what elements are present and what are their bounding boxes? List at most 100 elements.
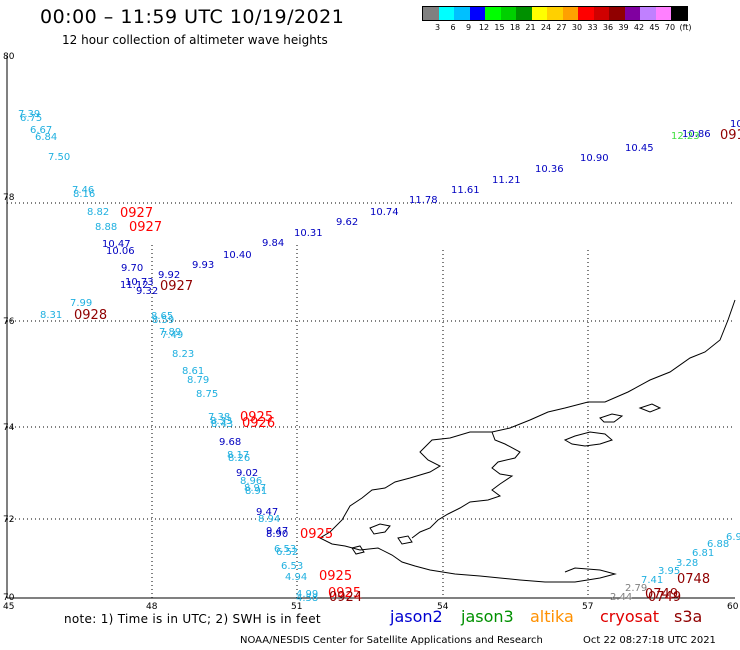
swh-label: 8.33 [210,416,232,427]
swh-label: 9.92 [158,270,180,281]
swh-label: 6.67 [30,125,52,136]
swh-label: 3.95 [658,566,680,577]
lat-label-80: 80 [3,52,15,62]
swh-labels-blue: 10.47 10.06 9.70 10.73 11.12 9.92 9.32 9… [102,119,740,540]
generated-timestamp: Oct 22 08:27:18 UTC 2021 [583,635,716,646]
swh-label: 8.94 [258,514,280,525]
swh-label: 8.79 [187,375,209,386]
swh-label: 10.45 [625,143,654,154]
swh-label: 9.47 [266,526,288,537]
color-scale-swatch [454,7,470,20]
satellite-jason3-label: jason3 [461,607,514,626]
swh-label: 10.86 [682,129,711,140]
pass-time-label: 0927 [120,206,153,221]
pass-time-label: 0925 [240,410,273,425]
swh-label: 6.75 [20,113,42,124]
lat-label-78: 78 [3,193,15,203]
swh-label: 8.16 [73,189,95,200]
swh-label: 2.44 [610,592,632,603]
swh-label: 8.23 [172,349,194,360]
swh-label: 8.90 [266,529,288,540]
swh-label: 6.52 [276,547,298,558]
color-scale-swatch [640,7,656,20]
pass-time-label: 0924 [329,590,362,605]
swh-label: 6.53 [274,544,296,555]
pass-times-red: 0927 0927 0925 0926 0925 0925 0925 [120,206,361,601]
swh-label: 9.70 [121,263,143,274]
swh-label: 10 [730,119,740,130]
lon-label-60: 60 [727,602,739,612]
swh-label: 10.40 [223,250,252,261]
swh-label: 4.99 [296,589,318,600]
pass-time-label: 0926 [242,416,275,431]
swh-label: 6.88 [707,539,729,550]
color-scale-swatch [547,7,563,20]
pass-time-label: 0927 [160,279,193,294]
color-scale-label: 21 [525,23,536,32]
swh-label: 8.82 [87,207,109,218]
swh-label: 8.88 [95,222,117,233]
satellite-jason2-label: jason2 [390,607,443,626]
swh-label: 10.31 [294,228,323,239]
color-scale-label: 39 [618,23,629,32]
swh-labels-cyan: 7.39 6.75 6.67 6.84 7.50 7.46 8.16 8.82 … [18,109,740,604]
color-scale-label: 27 [556,23,567,32]
color-scale-swatch [562,7,578,20]
swh-label: 9.32 [136,286,158,297]
color-scale-label: 33 [587,23,598,32]
swh-label: 8.26 [228,453,250,464]
color-scale-swatch [531,7,547,20]
color-scale-swatch [624,7,640,20]
swh-label: 10.36 [535,164,564,175]
swh-label: 11.78 [409,195,438,206]
coastline-greenland [318,299,736,583]
swh-label: 9.84 [262,238,284,249]
swh-label: 9.68 [219,437,241,448]
pass-time-label: 0925 [300,527,333,542]
color-scale-label: 9 [465,23,472,32]
color-scale-label: (ft) [679,23,692,32]
swh-label: 8.96 [240,476,262,487]
pass-time-label: 0749 [648,590,681,605]
swh-label: 11.12 [120,280,149,291]
swh-label: 8.75 [196,389,218,400]
axis-labels: 80 78 76 74 72 70 45 48 51 54 57 60 [3,52,739,612]
pass-time-label: 0749 [645,587,678,602]
swh-label: 4.94 [285,572,307,583]
lon-label-45: 45 [3,602,14,612]
color-scale-swatch [671,7,687,20]
swh-label: 8.61 [182,366,204,377]
swh-label: 6.84 [35,132,57,143]
color-scale-label: 30 [571,23,583,32]
swh-label: 7.50 [48,152,70,163]
pass-times-darkred: 0927 0928 0924 0748 0749 0749 091 [74,128,740,605]
satellite-cryosat-label: cryosat [600,607,660,626]
color-scale-swatch [655,7,671,20]
lon-label-54: 54 [437,602,449,612]
swh-label: 8.17 [227,450,249,461]
swh-label: 8.97 [244,483,266,494]
color-scale-labels: 3 6 9 12 15 18 21 24 27 30 33 36 39 42 45 70 (ft) [422,21,692,33]
lat-label-72: 72 [3,515,14,525]
map-subtitle: 12 hour collection of altimeter wave hei… [62,33,328,47]
color-scale-label: 18 [509,23,521,32]
color-scale-label: 70 [664,23,676,32]
lon-label-51: 51 [291,602,302,612]
map-frame [6,56,735,599]
color-scale-label: 12 [478,23,490,32]
swh-label: 9.47 [256,507,278,518]
color-scale-swatch [500,7,516,20]
swh-label: 3.28 [676,558,698,569]
color-scale-label: 15 [494,23,505,32]
swh-label: 12.23 [671,131,700,142]
swh-label: 6.81 [692,548,714,559]
swh-label: 7.46 [72,185,94,196]
swh-label: 11.61 [451,185,480,196]
swh-label: 9.62 [336,217,358,228]
pass-time-label: 0928 [74,308,107,323]
color-scale-label: 36 [602,23,614,32]
color-scale-label: 24 [540,23,552,32]
swh-label: 7.49 [161,330,183,341]
swh-label: 8.59 [152,315,174,326]
lat-label-74: 74 [3,423,15,433]
